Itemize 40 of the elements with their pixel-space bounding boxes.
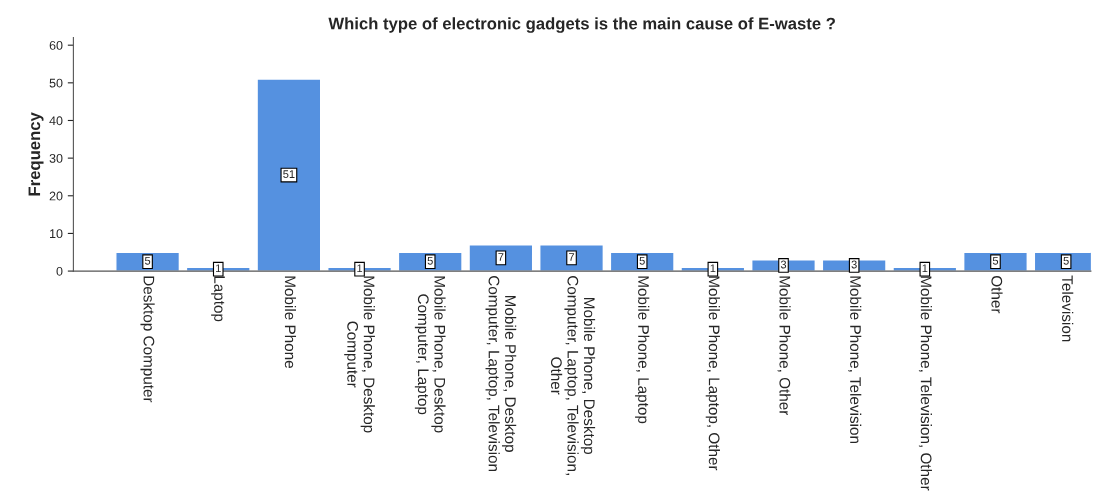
x-tick-label: Mobile Phone, Laptop, Other: [705, 276, 720, 471]
x-tick-label: Mobile Phone: [284, 276, 297, 368]
data-label: 51: [283, 170, 295, 179]
x-tick-label: Laptop: [211, 276, 225, 322]
bar: [468, 244, 534, 272]
x-tick-label: Television: [1062, 275, 1074, 342]
data-label: 5: [639, 256, 645, 265]
data-label: 7: [498, 253, 504, 261]
bar: [256, 78, 322, 272]
data-label: 5: [144, 256, 151, 265]
chart-title: Which type of electronic gadgets is the main cause of E-waste ?: [328, 17, 835, 33]
data-label: 1: [710, 264, 716, 273]
data-label: 5: [1063, 256, 1069, 265]
x-tick-label: Mobile Phone, Other: [777, 276, 791, 416]
y-tick-label: 60: [49, 40, 63, 50]
x-tick-label: Desktop Computer: [140, 276, 155, 403]
data-label: 3: [780, 260, 787, 269]
y-tick-label: 0: [56, 266, 63, 276]
data-label: 5: [992, 256, 999, 265]
y-tick-label: 30: [49, 153, 63, 163]
data-label: 1: [357, 264, 363, 273]
y-tick-label: 40: [49, 116, 63, 126]
data-label: 3: [851, 260, 857, 269]
x-tick-label: Other: [991, 275, 1003, 314]
x-tick-label: Mobile Phone, Desktop Computer, Laptop, Television: [485, 276, 517, 472]
x-tick-label: Mobile Phone, Desktop Computer, Laptop: [414, 276, 446, 433]
y-tick-label: 50: [49, 78, 63, 88]
x-tick-label: Mobile Phone, Desktop Computer, Laptop, Television, Other: [550, 276, 596, 475]
x-tick-label: Mobile Phone, Laptop: [635, 276, 650, 424]
bar: [539, 244, 605, 272]
x-tick-label: Mobile Phone, Television, Other: [918, 276, 932, 491]
x-tick-label: Mobile Phone, Desktop Computer: [344, 276, 375, 433]
y-axis-title: Frequency: [28, 112, 44, 196]
x-tick-label: Mobile Phone, Television: [848, 276, 862, 443]
y-tick-label: 20: [49, 191, 63, 201]
data-label: 1: [922, 264, 928, 273]
data-label: 7: [569, 253, 575, 261]
data-label: 1: [216, 264, 221, 273]
y-tick-label: 10: [50, 229, 63, 239]
data-label: 5: [427, 256, 433, 265]
